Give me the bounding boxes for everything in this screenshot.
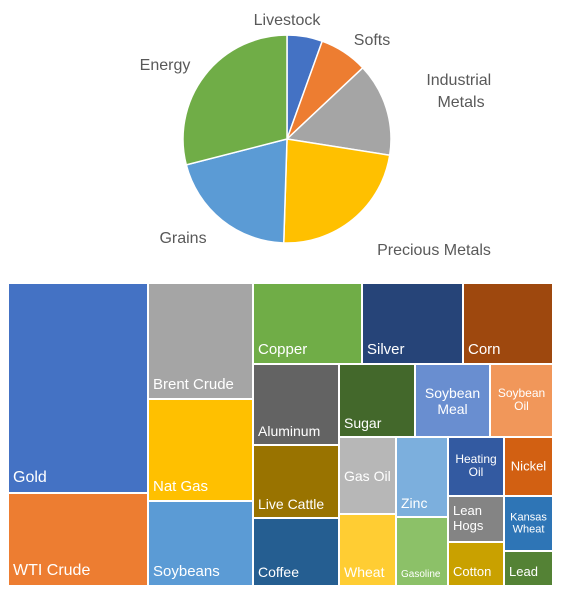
treemap-label-corn: Corn [468,340,501,358]
treemap-tile-nickel: Nickel [504,437,553,496]
treemap-label-wheat: Wheat [344,563,385,580]
treemap-label-soybean-oil: Soybean Oil [497,385,546,414]
treemap-tile-sugar: Sugar [339,364,415,437]
pie-slice-precious-metals [282,138,391,244]
treemap-tile-corn: Corn [463,283,553,364]
treemap-tile-lead: Lead [504,551,553,586]
treemap-label-gas-oil: Gas Oil [344,467,391,484]
pie-label-industrial-metals: Industrial Metals [426,72,495,111]
treemap-label-soybean-meal: Soybean Meal [424,384,481,417]
treemap-tile-coffee: Coffee [253,518,339,586]
treemap-label-wti-crude: WTI Crude [13,561,91,579]
pie-slice-grains [185,138,288,244]
treemap-label-coffee: Coffee [258,563,299,580]
treemap-tile-zinc: Zinc [396,437,448,517]
treemap-label-heating-oil: Heating Oil [455,451,497,480]
treemap-label-nickel: Nickel [510,458,547,474]
treemap-tile-aluminum: Aluminum [253,364,339,445]
treemap-label-lean-hogs: Lean Hogs [453,503,484,533]
treemap-label-aluminum: Aluminum [258,422,321,439]
pie-label-precious-metals: Precious Metals [377,242,491,259]
treemap-label-copper: Copper [258,340,308,358]
treemap-label-silver: Silver [367,340,405,358]
treemap-tile-soybean-meal: Soybean Meal [415,364,490,437]
treemap-label-soybeans: Soybeans [153,562,220,580]
treemap-label-live-cattle: Live Cattle [258,495,325,512]
treemap-tile-gasoline: Gasoline [396,517,448,586]
treemap-tile-cotton: Cotton [448,542,504,586]
treemap-tile-live-cattle: Live Cattle [253,445,339,518]
treemap-label-kansas-wheat: Kansas Wheat [510,510,547,536]
pie-slice-industrial-metals [285,66,392,157]
pie-label-softs: Softs [354,32,390,49]
treemap-label-zinc: Zinc [401,494,428,511]
pie-label-livestock: Livestock [254,12,322,29]
treemap-label-cotton: Cotton [453,564,492,580]
treemap-tile-lean-hogs: Lean Hogs [448,496,504,542]
treemap-label-brent-crude: Brent Crude [153,375,234,393]
treemap-tile-kansas-wheat: Kansas Wheat [504,496,553,551]
treemap-tile-silver: Silver [362,283,463,364]
treemap-label-gasoline: Gasoline [401,568,441,580]
treemap-tile-wti-crude: WTI Crude [8,493,148,586]
pie-label-grains: Grains [159,230,206,247]
treemap-tile-gold: Gold [8,283,148,493]
treemap-tile-copper: Copper [253,283,362,364]
treemap-tile-heating-oil: Heating Oil [448,437,504,496]
treemap-label-gold: Gold [13,468,47,486]
treemap-tile-nat-gas: Nat Gas [148,399,253,501]
treemap-tile-brent-crude: Brent Crude [148,283,253,399]
treemap-tile-gas-oil: Gas Oil [339,437,396,514]
treemap-tile-soybean-oil: Soybean Oil [490,364,553,437]
pie-chart: Livestock Softs Industrial Metals Precio… [140,12,495,259]
pie-label-energy: Energy [140,57,191,74]
treemap-label-lead: Lead [509,564,538,580]
treemap-tile-wheat: Wheat [339,514,396,586]
treemap-label-nat-gas: Nat Gas [153,477,209,495]
treemap-tile-soybeans: Soybeans [148,501,253,586]
pie-slice-energy [182,34,288,166]
treemap-label-sugar: Sugar [344,414,382,431]
